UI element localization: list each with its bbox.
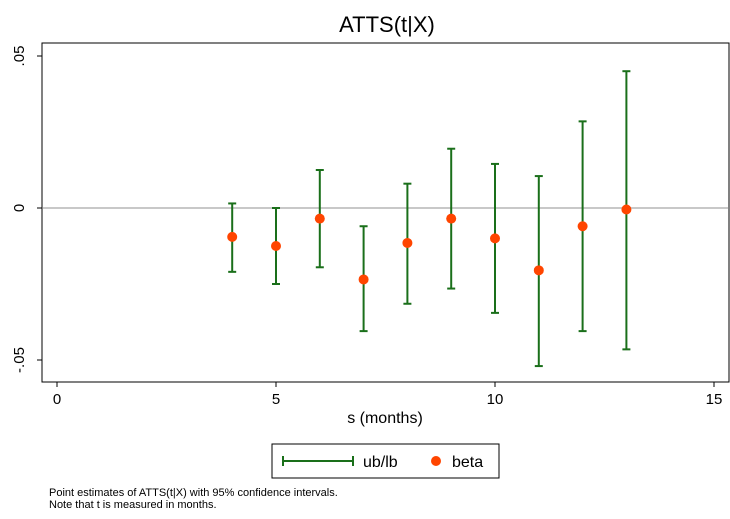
y-tick-label-1: 0	[11, 204, 28, 212]
beta-point-s12	[577, 221, 588, 232]
legend-swatch-beta	[431, 456, 441, 466]
beta-point-s7	[358, 274, 369, 285]
legend-label-ub-lb: ub/lb	[363, 454, 398, 471]
x-tick-label-10: 10	[487, 391, 504, 408]
legend-swatch-ub-lb	[282, 456, 354, 466]
note-line-1: Point estimates of ATTS(t|X) with 95% co…	[49, 487, 338, 499]
x-tick-label-15: 15	[706, 391, 723, 408]
beta-point-s5	[271, 241, 281, 251]
legend-label-beta: beta	[452, 454, 483, 471]
beta-point-s8	[402, 237, 413, 248]
note-line-2: Note that t is measured in months.	[49, 499, 217, 511]
legend: ub/lb beta	[271, 443, 500, 479]
beta-point-s11	[533, 265, 544, 276]
beta-point-s13	[621, 204, 632, 215]
x-axis-label: s (months)	[347, 410, 423, 427]
beta-point-s10	[490, 233, 500, 244]
point-layer	[227, 204, 632, 285]
beta-point-s6	[314, 213, 325, 224]
plot-area-frame	[41, 42, 730, 383]
y-tick-label-2: .05	[11, 46, 28, 67]
chart-title: ATTS(t|X)	[339, 12, 435, 37]
x-tick-label-5: 5	[272, 391, 280, 408]
x-tick-label-0: 0	[53, 391, 61, 408]
axes-layer: 0 5 10 15 -.05 0 .05	[11, 46, 722, 408]
y-tick-label-0: -.05	[11, 347, 28, 373]
beta-point-s4	[227, 231, 238, 242]
beta-point-s9	[446, 213, 457, 224]
